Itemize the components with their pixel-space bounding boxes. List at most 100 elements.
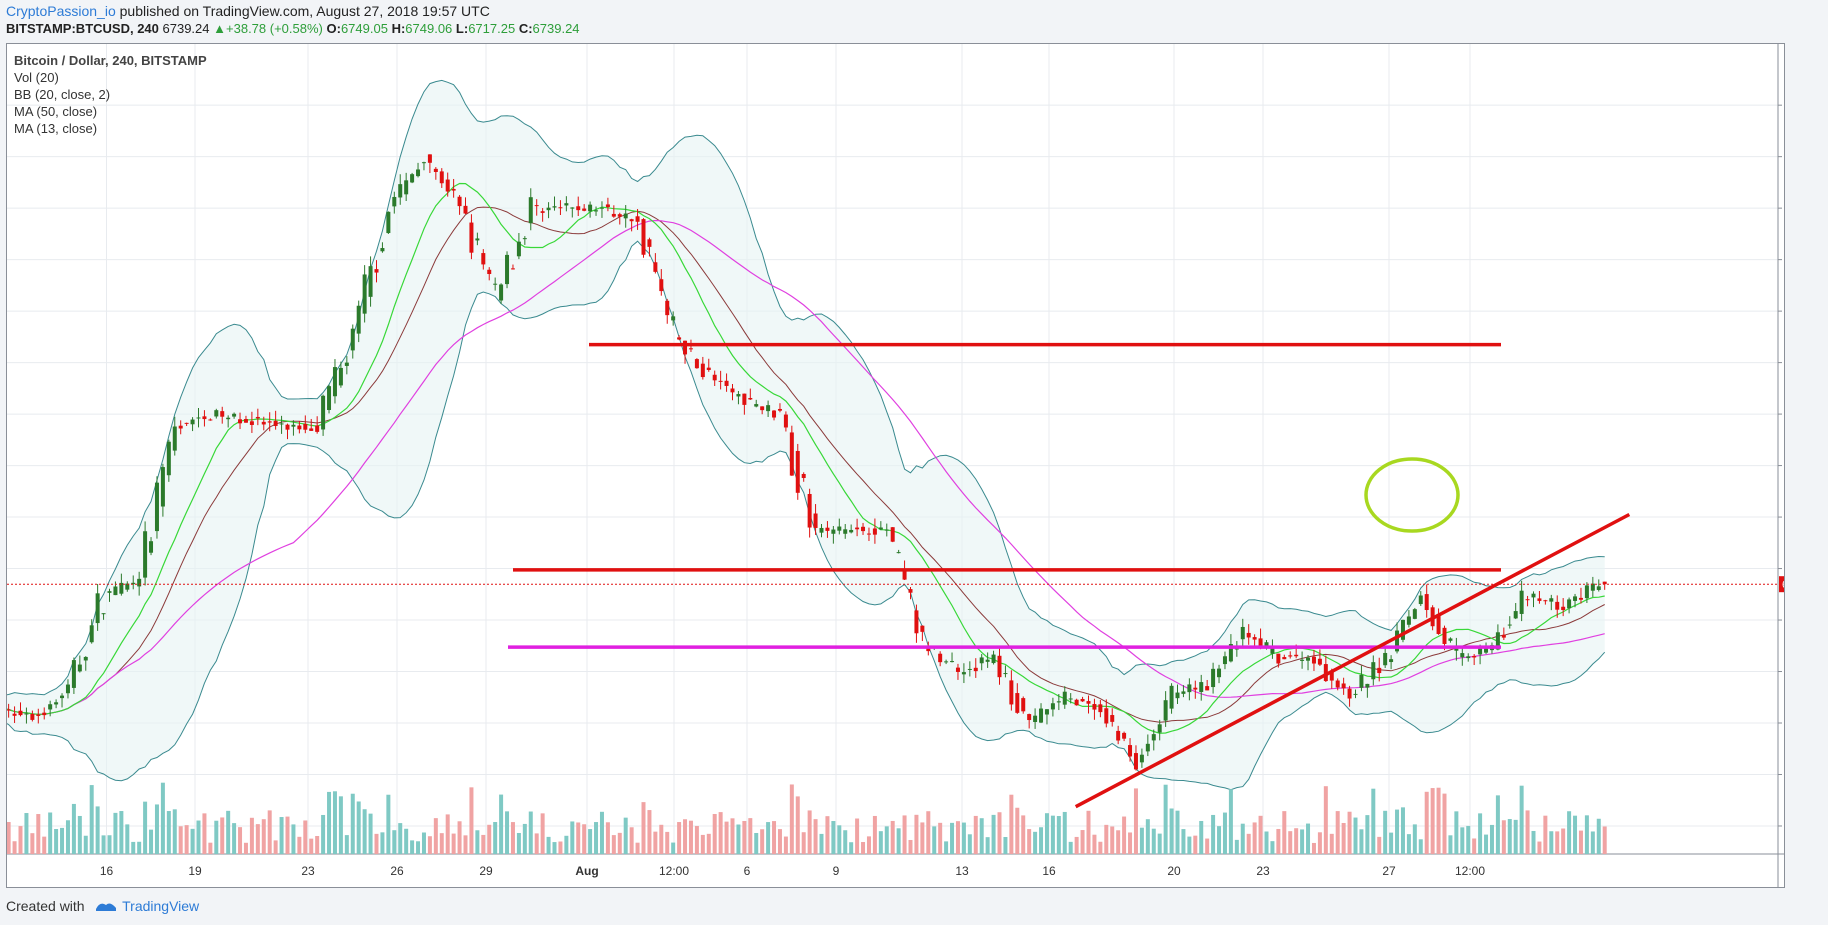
candle bbox=[60, 693, 65, 708]
candle bbox=[1222, 651, 1227, 670]
candle bbox=[469, 214, 474, 260]
volume-bar bbox=[1371, 788, 1376, 854]
time-tick-label: 16 bbox=[100, 864, 114, 878]
candle bbox=[742, 393, 747, 415]
candle bbox=[967, 661, 972, 677]
tradingview-logo-icon[interactable] bbox=[94, 899, 118, 916]
candle-body bbox=[677, 337, 682, 340]
candle bbox=[564, 196, 569, 212]
candle bbox=[131, 575, 136, 590]
candle-body bbox=[1341, 683, 1346, 689]
candle-body bbox=[688, 348, 693, 350]
candle-body bbox=[416, 169, 421, 177]
candle bbox=[125, 581, 130, 592]
candle-body bbox=[1228, 644, 1233, 662]
candle-body bbox=[1484, 647, 1489, 653]
volume-bar bbox=[469, 787, 474, 854]
candle-body bbox=[772, 410, 777, 418]
price-badge-label: 6739.24 bbox=[1782, 579, 1784, 591]
candle bbox=[475, 232, 480, 246]
candle bbox=[1098, 700, 1103, 718]
candle-body bbox=[1525, 599, 1530, 601]
volume-bar bbox=[463, 835, 468, 854]
volume-bar bbox=[1489, 824, 1494, 854]
volume-bar bbox=[12, 841, 17, 854]
candle bbox=[332, 359, 337, 404]
candle-body bbox=[1092, 704, 1097, 710]
candle-body bbox=[1288, 655, 1293, 657]
time-tick-label: 27 bbox=[1382, 864, 1396, 878]
candle-body bbox=[1472, 655, 1477, 658]
candle-body bbox=[878, 527, 883, 530]
chart-panel[interactable]: 8600.008400.008200.008000.007800.007600.… bbox=[6, 43, 1785, 888]
volume-bar bbox=[1151, 828, 1156, 854]
candle-body bbox=[487, 269, 492, 275]
time-tick-label: 12:00 bbox=[659, 864, 689, 878]
price-chart[interactable]: 8600.008400.008200.008000.007800.007600.… bbox=[7, 44, 1784, 887]
candle-body bbox=[18, 710, 23, 716]
volume-bar bbox=[1590, 831, 1595, 854]
candle bbox=[232, 412, 237, 419]
candle-body bbox=[635, 216, 640, 222]
candle-body bbox=[1252, 637, 1257, 640]
close-label: C: bbox=[518, 21, 533, 36]
candle bbox=[878, 521, 883, 531]
volume-bar bbox=[255, 824, 260, 854]
candle-body bbox=[813, 513, 818, 528]
candle-body bbox=[599, 207, 604, 209]
tradingview-link[interactable]: TradingView bbox=[122, 898, 200, 914]
candle-body bbox=[985, 659, 990, 662]
candle bbox=[184, 422, 189, 427]
volume-bar bbox=[594, 822, 599, 854]
candle-body bbox=[1039, 708, 1044, 723]
candle bbox=[1133, 745, 1138, 771]
candle-body bbox=[1080, 698, 1085, 702]
candle bbox=[677, 335, 682, 341]
volume-bar bbox=[766, 822, 771, 854]
price-change: +38.78 (+0.58%) bbox=[226, 21, 323, 36]
volume-bar bbox=[1329, 833, 1334, 854]
candle bbox=[973, 658, 978, 678]
candle bbox=[1602, 581, 1607, 590]
candle-body bbox=[125, 583, 130, 590]
candle-body bbox=[279, 423, 284, 425]
volume-bar bbox=[706, 833, 711, 854]
candle-body bbox=[24, 713, 29, 715]
volume-bar bbox=[1009, 794, 1014, 854]
volume-bar bbox=[1222, 812, 1227, 854]
legend-ma50: MA (50, close) bbox=[14, 104, 98, 119]
candle-body bbox=[303, 423, 308, 430]
candle-body bbox=[1294, 654, 1299, 657]
volume-bar bbox=[48, 812, 53, 854]
volume-bar bbox=[267, 810, 272, 854]
author-link[interactable]: CryptoPassion_io bbox=[6, 3, 116, 19]
high-value: 6749.06 bbox=[405, 21, 453, 36]
candle bbox=[1573, 593, 1578, 608]
candle-body bbox=[665, 300, 670, 316]
candle bbox=[327, 384, 332, 414]
candle bbox=[528, 188, 533, 231]
volume-bar bbox=[1187, 836, 1192, 854]
candle-body bbox=[1602, 581, 1607, 585]
volume-bar bbox=[1406, 834, 1411, 854]
candle bbox=[884, 523, 889, 537]
time-tick-label: 23 bbox=[301, 864, 315, 878]
candle bbox=[433, 167, 438, 180]
candle bbox=[1027, 713, 1032, 729]
candle bbox=[783, 411, 788, 432]
volume-bar bbox=[1021, 815, 1026, 854]
candle-body bbox=[1513, 611, 1518, 619]
candle bbox=[1169, 683, 1174, 714]
candle-body bbox=[309, 428, 314, 431]
drawings bbox=[508, 342, 1631, 809]
volume-bar bbox=[1460, 827, 1465, 854]
candle-body bbox=[837, 526, 842, 531]
volume-bar bbox=[243, 842, 248, 854]
volume-bar bbox=[724, 821, 729, 854]
candle bbox=[599, 201, 604, 218]
candle-body bbox=[1122, 732, 1127, 739]
legend-bollinger: BB (20, close, 2) bbox=[14, 87, 111, 102]
volume-bar bbox=[125, 824, 130, 854]
volume-bar bbox=[932, 826, 937, 854]
candle-body bbox=[522, 238, 527, 240]
